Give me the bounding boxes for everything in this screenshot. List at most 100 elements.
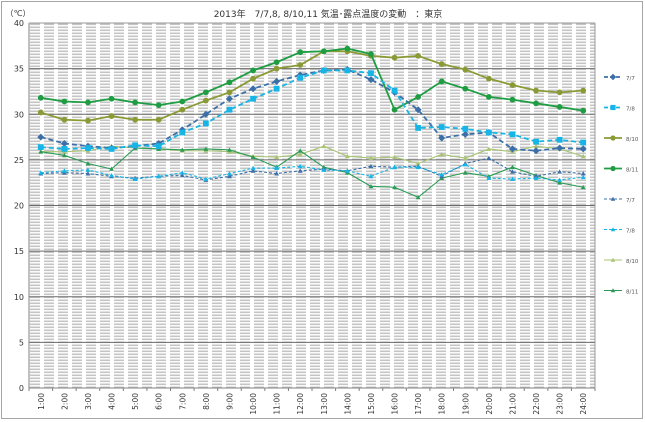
- series-dew-7-8: [38, 162, 586, 182]
- data-point: [273, 77, 281, 85]
- data-point: [557, 180, 563, 185]
- data-point: [156, 173, 162, 179]
- legend-label: 8/10: [626, 137, 639, 143]
- y-tick-label: 35: [14, 65, 24, 74]
- data-point: [580, 107, 587, 114]
- x-tick-label: 10:00: [249, 393, 258, 415]
- x-tick-label: 17:00: [414, 393, 423, 415]
- data-point: [179, 147, 185, 152]
- data-point: [368, 163, 374, 169]
- data-point: [226, 89, 233, 96]
- data-point: [274, 171, 280, 176]
- legend-entry: 8/10: [604, 257, 639, 265]
- data-point: [132, 99, 139, 106]
- data-point: [297, 49, 304, 56]
- data-point: [37, 94, 44, 101]
- data-point: [610, 165, 616, 172]
- data-point: [580, 139, 587, 146]
- data-point: [273, 65, 280, 72]
- data-point: [202, 89, 209, 96]
- series-line: [40, 147, 584, 198]
- data-point: [610, 135, 616, 141]
- x-tick-label: 12:00: [296, 393, 305, 415]
- data-point: [486, 155, 492, 160]
- data-point: [250, 95, 256, 102]
- y-tick-label: 10: [14, 293, 24, 302]
- data-point: [509, 131, 516, 138]
- data-point: [580, 87, 587, 94]
- data-point: [249, 85, 257, 93]
- data-point: [108, 146, 115, 152]
- data-point: [179, 106, 186, 113]
- data-point: [320, 67, 327, 74]
- data-point: [297, 163, 303, 169]
- data-point: [297, 74, 304, 81]
- x-tick-label: 24:00: [579, 393, 588, 415]
- data-point: [109, 172, 114, 178]
- x-tick-label: 11:00: [273, 393, 282, 415]
- data-point: [610, 196, 616, 201]
- data-point: [368, 183, 374, 189]
- data-point: [415, 94, 422, 100]
- data-point: [85, 161, 91, 166]
- data-point: [462, 170, 468, 175]
- data-point: [37, 144, 44, 150]
- data-point: [556, 136, 563, 143]
- legend-label: 7/8: [626, 107, 635, 113]
- data-point: [509, 96, 516, 103]
- data-point: [462, 125, 469, 132]
- y-tick-label: 5: [19, 338, 24, 347]
- y-tick-label: 30: [14, 110, 24, 119]
- data-point: [202, 120, 209, 127]
- line-chart: 0 5 10 15 20 25 30 35 40 1:00 2:00 3:00 4:00 5:00 6:00…: [6, 8, 639, 415]
- data-point: [297, 168, 303, 173]
- legend-label: 8/11: [626, 168, 638, 174]
- series-line: [40, 163, 584, 181]
- data-point: [439, 152, 445, 157]
- data-point: [533, 138, 539, 145]
- data-point: [415, 52, 422, 59]
- series-temp-7-8: [37, 67, 587, 152]
- data-point: [610, 227, 616, 232]
- series-line: [40, 157, 584, 181]
- y-tick-label: 15: [14, 247, 24, 256]
- data-point: [461, 130, 469, 138]
- x-tick-label: 15:00: [367, 393, 376, 415]
- data-point: [226, 79, 233, 86]
- data-point: [580, 153, 586, 159]
- data-point: [533, 175, 539, 181]
- data-point: [321, 167, 327, 172]
- data-point: [132, 116, 139, 123]
- data-point: [462, 66, 469, 73]
- data-point: [510, 164, 515, 170]
- legend-entry: 8/11: [604, 288, 638, 296]
- x-tick-label: 4:00: [108, 393, 117, 410]
- data-point: [415, 164, 421, 170]
- data-point: [391, 106, 398, 113]
- x-tick-label: 21:00: [508, 393, 517, 415]
- data-point: [179, 129, 186, 136]
- legend-entry: 7/7: [604, 196, 635, 204]
- y-tick-label: 0: [19, 384, 24, 393]
- data-point: [438, 124, 445, 130]
- data-point: [61, 146, 68, 152]
- data-point: [250, 67, 256, 74]
- x-tick-label: 16:00: [391, 393, 400, 415]
- y-tick-label: 25: [14, 156, 24, 165]
- data-point: [486, 175, 492, 181]
- data-point: [179, 172, 185, 178]
- data-point: [179, 98, 186, 105]
- chart-title: 2013年 7/7,8, 8/10,11 気温･露点温度の変動 ：東京: [214, 8, 443, 20]
- data-point: [485, 94, 492, 100]
- data-point: [61, 168, 67, 173]
- data-point: [155, 102, 162, 109]
- data-point: [610, 288, 616, 293]
- legend-label: 8/11: [626, 290, 638, 296]
- data-point: [344, 168, 350, 173]
- data-point: [462, 155, 468, 160]
- x-tick-label: 1:00: [37, 393, 46, 410]
- data-point: [250, 154, 256, 160]
- series-line: [40, 50, 584, 122]
- data-point: [321, 143, 327, 149]
- data-point: [132, 176, 138, 181]
